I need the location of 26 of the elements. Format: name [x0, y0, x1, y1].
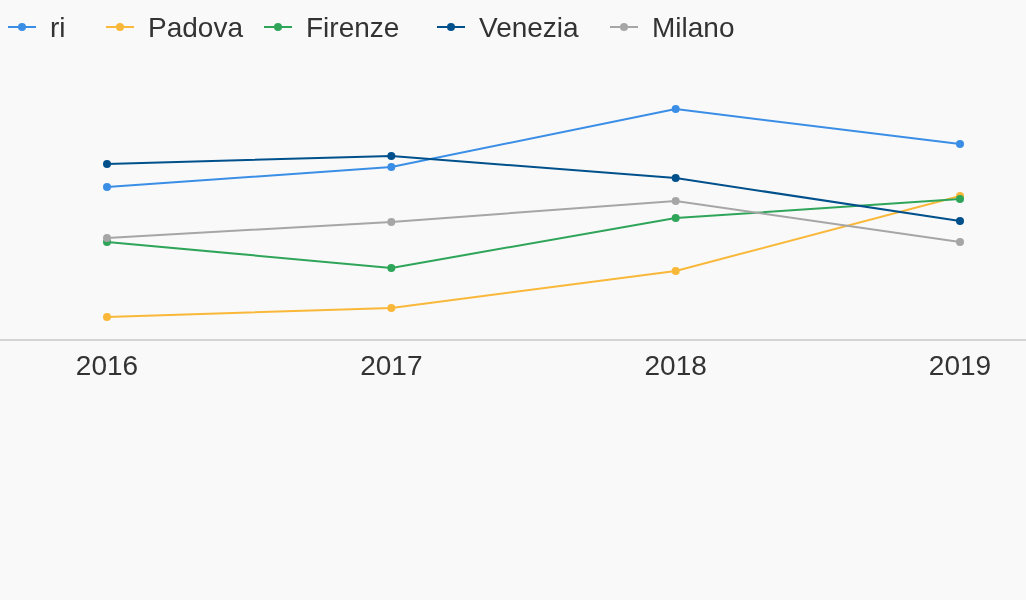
point	[387, 162, 396, 171]
point	[387, 151, 396, 160]
legend-label: Padova	[148, 12, 244, 43]
point	[956, 238, 964, 247]
x-tick-label: 2017	[360, 350, 423, 381]
point	[956, 217, 964, 226]
point	[103, 312, 111, 321]
point	[671, 266, 680, 275]
x-tick-label: 2019	[928, 350, 992, 381]
point	[671, 105, 680, 113]
point	[387, 303, 396, 312]
legend-label: ri	[50, 12, 66, 43]
point	[671, 196, 680, 205]
point	[671, 174, 680, 183]
point	[103, 183, 111, 192]
point	[103, 159, 111, 168]
point	[387, 263, 396, 272]
x-tick-label: 2018	[644, 350, 707, 381]
legend-label: Venezia	[479, 12, 580, 43]
point	[956, 140, 964, 149]
point	[671, 214, 680, 223]
legend-label: Milano	[652, 12, 735, 43]
x-tick-label: 2016	[75, 350, 139, 381]
legend-label: Firenze	[306, 12, 400, 43]
point	[103, 233, 111, 242]
point	[387, 217, 396, 226]
